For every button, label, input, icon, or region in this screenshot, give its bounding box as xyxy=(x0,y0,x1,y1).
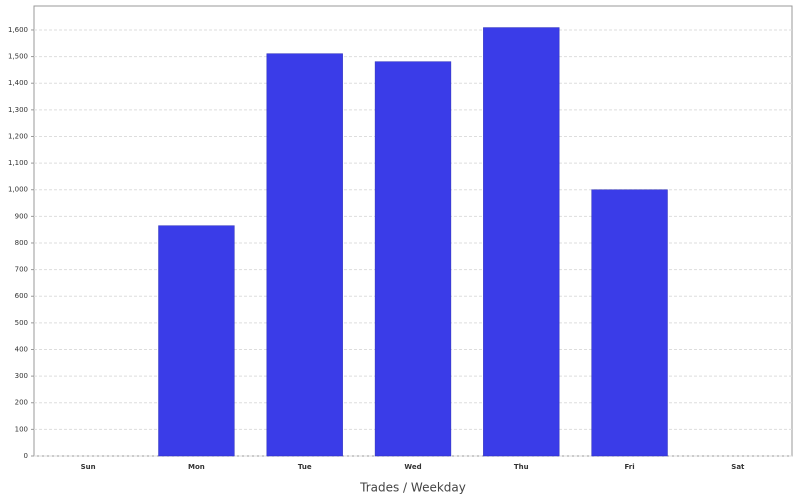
y-tick-label: 1,100 xyxy=(8,159,28,167)
y-tick-label: 1,200 xyxy=(8,132,28,140)
y-tick-label: 1,400 xyxy=(8,79,28,87)
x-tick-label: Tue xyxy=(298,463,312,471)
y-tick-label: 1,300 xyxy=(8,106,28,114)
y-tick-label: 500 xyxy=(15,319,28,327)
x-tick-label: Mon xyxy=(188,463,205,471)
y-tick-label: 300 xyxy=(15,372,28,380)
bar xyxy=(158,225,235,457)
y-tick-label: 800 xyxy=(15,239,28,247)
bar xyxy=(374,61,452,457)
y-tick-label: 600 xyxy=(15,292,28,300)
x-tick-label: Sun xyxy=(81,463,96,471)
y-tick-label: 400 xyxy=(15,345,28,353)
y-tick-label: 900 xyxy=(15,212,28,220)
x-tick-label: Fri xyxy=(624,463,634,471)
y-tick-label: 100 xyxy=(15,425,28,433)
bar xyxy=(266,53,343,457)
y-tick-label: 200 xyxy=(15,399,28,407)
x-axis-title: Trades / Weekday xyxy=(359,481,466,495)
y-tick-label: 700 xyxy=(15,266,28,274)
x-tick-label: Thu xyxy=(514,463,529,471)
y-tick-label: 1,500 xyxy=(8,53,28,61)
x-tick-label: Wed xyxy=(404,463,421,471)
y-tick-label: 1,600 xyxy=(8,26,28,34)
y-tick-label: 0 xyxy=(24,452,28,460)
y-tick-label: 1,000 xyxy=(8,186,28,194)
bar xyxy=(483,27,560,457)
x-tick-label: Sat xyxy=(731,463,745,471)
bar xyxy=(591,189,668,457)
